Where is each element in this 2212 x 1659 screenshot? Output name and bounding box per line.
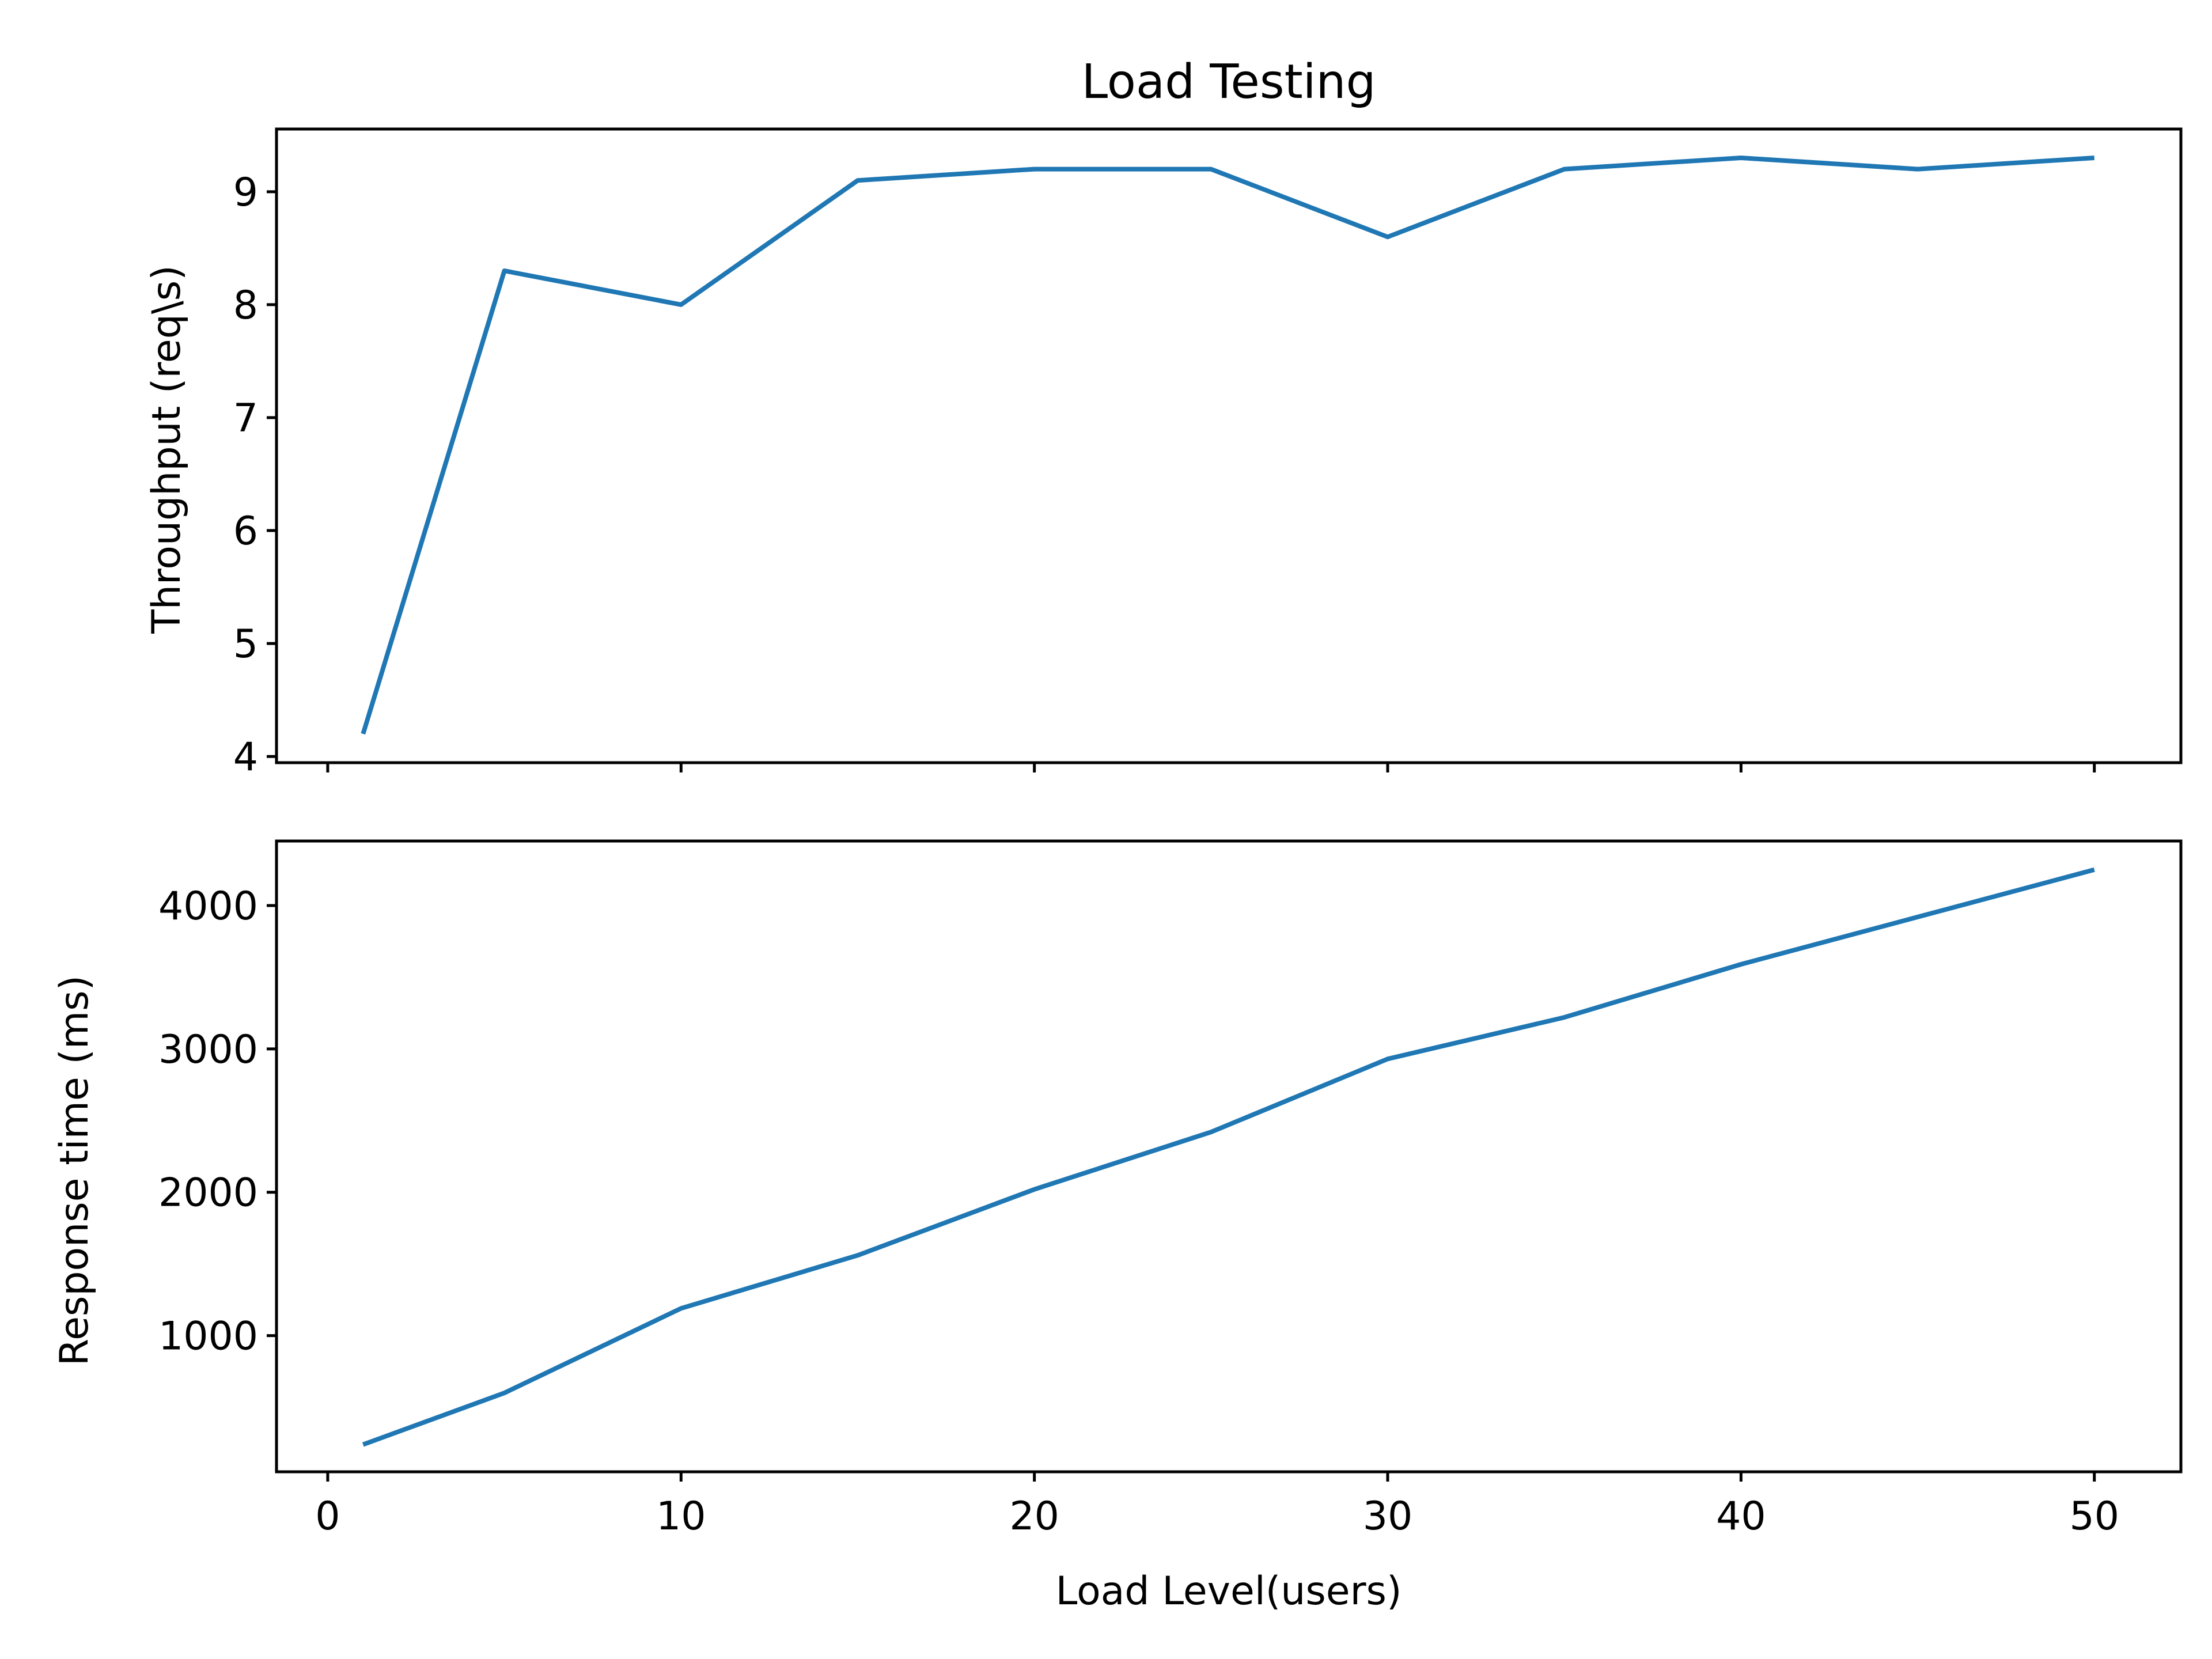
chart-title: Load Testing bbox=[1081, 55, 1376, 109]
throughput-y-tick-label: 8 bbox=[233, 283, 258, 328]
response-time-plot-frame bbox=[275, 839, 2183, 1474]
throughput-y-axis-label: Throughput (req\s) bbox=[144, 265, 190, 634]
response-time-y-tick-label: 4000 bbox=[158, 884, 258, 929]
throughput-y-tick-label: 5 bbox=[233, 622, 258, 667]
response-time-panel: Response time (ms) Load Level(users) 100… bbox=[52, 839, 2183, 1614]
throughput-y-ticks: 4 5 6 7 8 9 bbox=[233, 170, 276, 780]
throughput-plot-frame bbox=[275, 127, 2183, 764]
throughput-y-tick-label: 6 bbox=[233, 509, 258, 554]
throughput-y-tick-label: 7 bbox=[233, 396, 258, 441]
response-time-x-tick-label: 30 bbox=[1363, 1494, 1413, 1539]
response-time-y-tick-label: 2000 bbox=[158, 1171, 258, 1216]
response-time-x-tick-label: 10 bbox=[656, 1494, 706, 1539]
response-time-y-ticks: 1000 2000 3000 4000 bbox=[158, 884, 276, 1359]
throughput-series-line bbox=[361, 156, 2094, 735]
response-time-x-tick-label: 50 bbox=[2069, 1494, 2119, 1539]
x-axis-label: Load Level(users) bbox=[1055, 1569, 1402, 1614]
throughput-y-tick-label: 9 bbox=[233, 170, 258, 215]
response-time-x-tick-label: 20 bbox=[1009, 1494, 1059, 1539]
response-time-series-line bbox=[362, 867, 2095, 1447]
response-time-x-tick-label: 40 bbox=[1716, 1494, 1766, 1539]
response-time-x-ticks: 0 10 20 30 40 50 bbox=[315, 1472, 2119, 1539]
response-time-y-tick-label: 1000 bbox=[158, 1314, 258, 1359]
response-time-y-tick-label: 3000 bbox=[158, 1027, 258, 1073]
throughput-y-tick-label: 4 bbox=[233, 734, 258, 780]
throughput-panel: Load Testing Throughput (req\s) 4 5 6 7 8 9 bbox=[144, 55, 2183, 780]
response-time-x-tick-label: 0 bbox=[315, 1494, 340, 1539]
throughput-x-ticks bbox=[326, 763, 2096, 772]
response-time-y-axis-label: Response time (ms) bbox=[52, 975, 97, 1366]
